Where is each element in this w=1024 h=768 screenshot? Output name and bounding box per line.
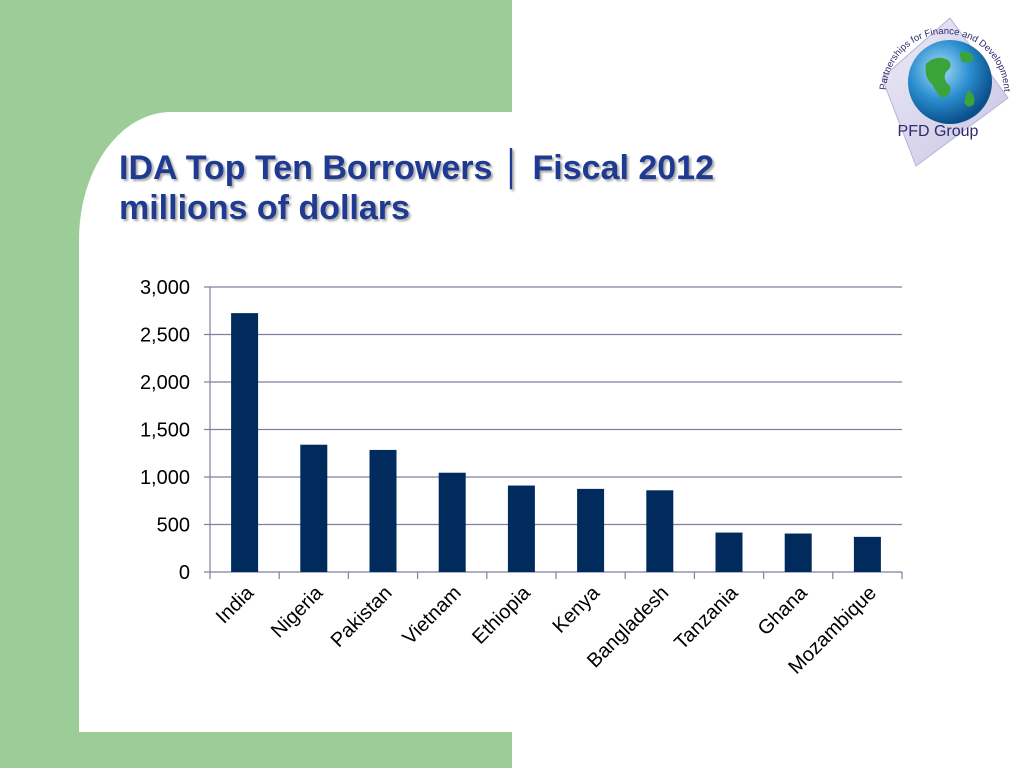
bar-nigeria xyxy=(300,444,328,572)
bar-ghana xyxy=(784,533,812,572)
continent-shape xyxy=(925,57,951,98)
x-tick-label-ghana: Ghana xyxy=(754,581,813,640)
y-tick-label: 2,500 xyxy=(140,325,190,347)
pfd-logo: Partnerships for Finance and Development… xyxy=(868,12,1012,167)
bar-kenya xyxy=(577,488,605,572)
y-tick-label: 2,000 xyxy=(140,372,190,394)
x-tick-label-vietnam: Vietnam xyxy=(399,582,466,649)
bar-mozambique xyxy=(853,536,881,572)
bar-bangladesh xyxy=(646,490,674,572)
y-tick-label: 1,500 xyxy=(140,420,190,442)
logo-label: PFD Group xyxy=(898,123,979,140)
bar-india xyxy=(231,313,259,572)
x-tick-label-india: India xyxy=(212,581,259,628)
bar-ethiopia xyxy=(507,485,535,572)
title-line-1: IDA Top Ten Borrowers │ Fiscal 2012 xyxy=(119,149,714,187)
y-axis-labels: 0 500 1,000 1,500 2,000 2,500 3,000 xyxy=(140,277,190,584)
y-tick-label: 0 xyxy=(179,562,190,584)
x-axis-labels: India Nigeria Pakistan Vietnam Ethiopia Kenya… xyxy=(212,581,881,678)
x-tick-label-nigeria: Nigeria xyxy=(267,581,328,642)
x-tick-label-ethiopia: Ethiopia xyxy=(468,581,535,648)
y-tick-label: 500 xyxy=(157,515,190,537)
y-tick-label: 3,000 xyxy=(140,277,190,299)
y-tick-label: 1,000 xyxy=(140,467,190,489)
bar-vietnam xyxy=(438,472,466,572)
x-tick-label-tanzania: Tanzania xyxy=(670,581,743,654)
bars xyxy=(231,313,881,572)
slide-title: IDA Top Ten Borrowers │ Fiscal 2012 mill… xyxy=(119,148,714,228)
bar-pakistan xyxy=(369,449,397,572)
title-line-2: millions of dollars xyxy=(119,189,410,227)
x-tick-label-pakistan: Pakistan xyxy=(327,582,397,652)
x-tick-label-kenya: Kenya xyxy=(548,581,604,637)
bar-tanzania xyxy=(715,532,743,572)
continent-shape-2 xyxy=(960,51,975,107)
